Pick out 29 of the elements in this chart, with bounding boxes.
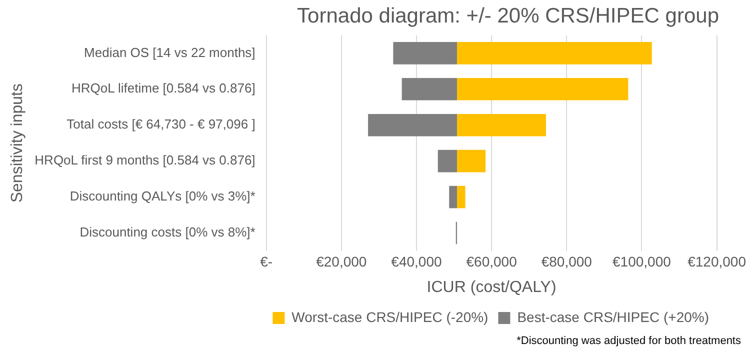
y-tick-label: HRQoL first 9 months [0.584 vs 0.876]	[34, 152, 256, 168]
x-tick-label: €100,000	[612, 253, 672, 270]
x-tick-label: €60,000	[466, 253, 518, 270]
y-axis-title: Sensitivity inputs	[9, 84, 26, 203]
y-tick-label: HRQoL lifetime [0.584 vs 0.876]	[72, 80, 256, 96]
y-tick-label: Total costs [€ 64,730 - € 97,096 ]	[66, 116, 256, 132]
y-tick-label: Discounting QALYs [0% vs 3%]*	[70, 188, 256, 204]
legend-label: Best-case CRS/HIPEC (+20%)	[517, 308, 710, 325]
x-tick-label: €40,000	[391, 253, 442, 270]
bar	[368, 114, 458, 136]
text: *Discounting was adjusted for both treatments	[516, 335, 741, 347]
x-tick-label: €20,000	[316, 253, 367, 270]
bar	[393, 42, 458, 64]
x-axis-title: ICUR (cost/QALY)	[426, 278, 556, 296]
y-tick-label: Median OS [14 vs 22 months]	[84, 44, 256, 60]
bar	[457, 42, 652, 64]
bar	[449, 186, 458, 208]
x-tick-label: €-	[260, 253, 273, 270]
bar	[457, 186, 466, 208]
bar	[402, 78, 458, 100]
legend-label: Worst-case CRS/HIPEC (-20%)	[292, 308, 488, 325]
bar	[457, 150, 486, 172]
bar	[457, 114, 546, 136]
bar	[457, 78, 628, 100]
chart-title: Tornado diagram: +/- 20% CRS/HIPEC group	[297, 4, 719, 28]
x-tick-label: €120,000	[688, 253, 746, 270]
bar	[438, 150, 458, 172]
y-tick-label: Discounting costs [0% vs 8%]*	[80, 224, 256, 240]
x-tick-label: €80,000	[541, 253, 592, 270]
